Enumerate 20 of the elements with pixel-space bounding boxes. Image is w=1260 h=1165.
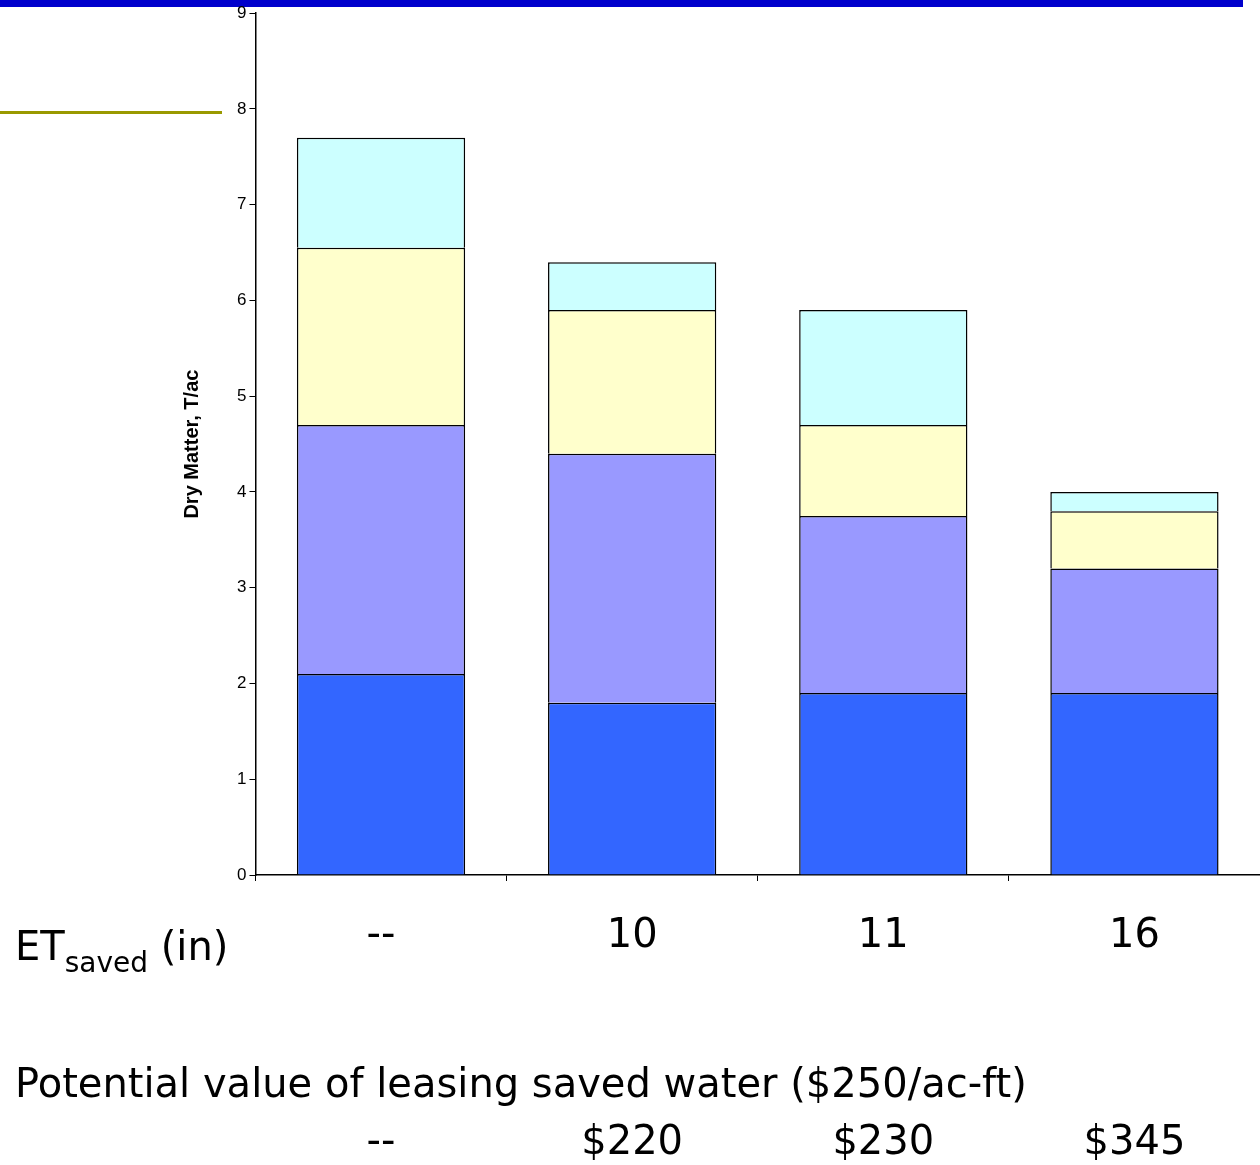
x-tick-label: 11 [857, 910, 909, 957]
y-tick-label: 5 [236, 385, 247, 405]
text: -- [366, 1117, 396, 1163]
y-tick-label: 0 [236, 864, 247, 884]
y-tick-label: 1 [236, 768, 247, 788]
text: $345 [1083, 1117, 1186, 1163]
y-tick-label: 4 [236, 481, 247, 501]
text: Potential value of leasing saved water ($250/ac-ft) [15, 1060, 1027, 1106]
y-tick-label: 6 [236, 290, 247, 310]
x-tick-label: 16 [1108, 910, 1160, 957]
y-tick-label: 8 [236, 98, 247, 118]
text: $230 [832, 1117, 935, 1163]
y-tick-label: 7 [236, 194, 247, 214]
text: $220 [581, 1117, 684, 1163]
y-axis-title: Dry Matter, T/ac [179, 369, 202, 519]
y-tick-label: 9 [236, 2, 247, 22]
x-tick-label: 10 [606, 910, 658, 957]
y-tick-label: 3 [236, 577, 247, 597]
x-tick-label: -- [366, 910, 396, 957]
y-tick-label: 2 [236, 673, 247, 693]
